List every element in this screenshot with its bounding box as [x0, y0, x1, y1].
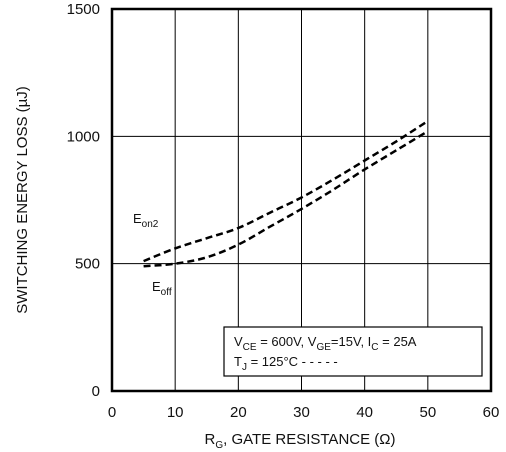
y-tick-label: 500	[75, 256, 100, 273]
series-label-eoff: Eoff	[152, 279, 172, 298]
series-label-eon2: Eon2	[133, 211, 159, 230]
x-axis-title: RG, GATE RESISTANCE (Ω)	[205, 431, 396, 451]
x-tick-label: 0	[108, 404, 116, 421]
conditions-line-2: TJ = 125°C - - - - -	[234, 354, 338, 373]
y-tick-label: 0	[92, 383, 100, 400]
x-tick-label: 10	[167, 404, 184, 421]
series-line-eon2	[143, 120, 429, 263]
grid-lines	[112, 9, 491, 391]
y-tick-labels: 0 500 1000 1500	[67, 1, 100, 400]
x-tick-label: 40	[356, 404, 373, 421]
x-tick-labels: 0 10 20 30 40 50 60	[108, 404, 500, 421]
y-tick-label: 1500	[67, 1, 100, 18]
x-tick-label: 30	[293, 404, 310, 421]
y-tick-label: 1000	[67, 128, 100, 145]
conditions-line-1: VCE = 600V, VGE=15V, IC = 25A	[234, 334, 417, 353]
y-axis-title: SWITCHING ENERGY LOSS (µJ)	[14, 86, 31, 314]
x-tick-label: 60	[483, 404, 500, 421]
plot-frame	[110, 7, 493, 393]
conditions-box: VCE = 600V, VGE=15V, IC = 25A TJ = 125°C…	[223, 326, 483, 377]
x-tick-label: 20	[230, 404, 247, 421]
x-tick-label: 50	[419, 404, 436, 421]
series-line-eoff	[143, 130, 429, 268]
series-layer	[143, 120, 429, 268]
